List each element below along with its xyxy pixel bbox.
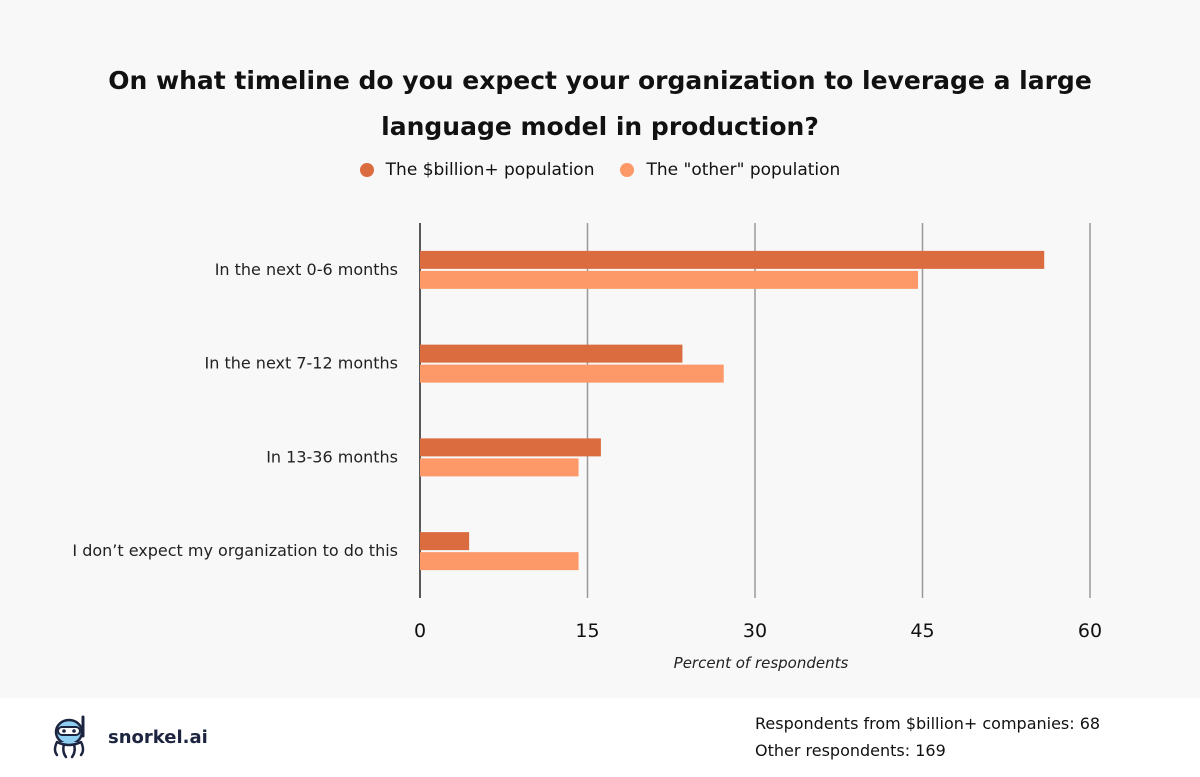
bar-other xyxy=(420,364,724,383)
chart-title: On what timeline do you expect your orga… xyxy=(0,58,1200,150)
brand: snorkel.ai xyxy=(48,714,208,760)
legend-label-billion: The $billion+ population xyxy=(385,160,595,180)
x-tick-label-30: 30 xyxy=(743,620,767,642)
bar-other xyxy=(420,552,579,571)
legend-dot-other xyxy=(620,163,635,177)
bar-billion xyxy=(420,438,601,457)
y-category-label: I don’t expect my organization to do thi… xyxy=(72,541,398,560)
brand-name: snorkel.ai xyxy=(108,726,208,748)
footer: snorkel.ai Respondents from $billion+ co… xyxy=(0,698,1200,777)
x-tick-label-15: 15 xyxy=(575,620,599,642)
chart-title-line-2: language model in production? xyxy=(381,112,819,141)
legend-item-other: The "other" population xyxy=(620,160,840,180)
bar-billion xyxy=(420,532,470,551)
y-category-label: In the next 7-12 months xyxy=(205,354,398,373)
x-tick-label-60: 60 xyxy=(1078,620,1102,642)
bar-other xyxy=(420,458,579,477)
bar-billion xyxy=(420,344,683,363)
bar-chart: 0 15 30 45 60 In the next 0-6 months In the ne… xyxy=(72,223,1102,672)
bar-billion xyxy=(420,250,1045,269)
legend: The $billion+ population The "other" pop… xyxy=(0,160,1200,180)
y-category-label: In the next 0-6 months xyxy=(215,260,398,279)
x-axis-label: Percent of respondents xyxy=(674,654,849,672)
legend-item-billion: The $billion+ population xyxy=(359,160,595,180)
respondents-other: Other respondents: 169 xyxy=(755,741,946,760)
respondents-billion: Respondents from $billion+ companies: 68 xyxy=(755,714,1101,733)
y-category-label: In 13-36 months xyxy=(266,447,398,466)
x-tick-label-45: 45 xyxy=(910,620,934,642)
bar-other xyxy=(420,270,919,289)
x-tick-label-0: 0 xyxy=(414,620,426,642)
legend-dot-billion xyxy=(359,163,374,177)
chart-panel: On what timeline do you expect your orga… xyxy=(0,58,1200,672)
respondent-counts: Respondents from $billion+ companies: 68… xyxy=(755,710,1100,764)
chart-title-line-1: On what timeline do you expect your orga… xyxy=(108,66,1092,95)
snorkel-octopus-logo-icon xyxy=(53,715,85,759)
legend-label-other: The "other" population xyxy=(646,160,841,180)
